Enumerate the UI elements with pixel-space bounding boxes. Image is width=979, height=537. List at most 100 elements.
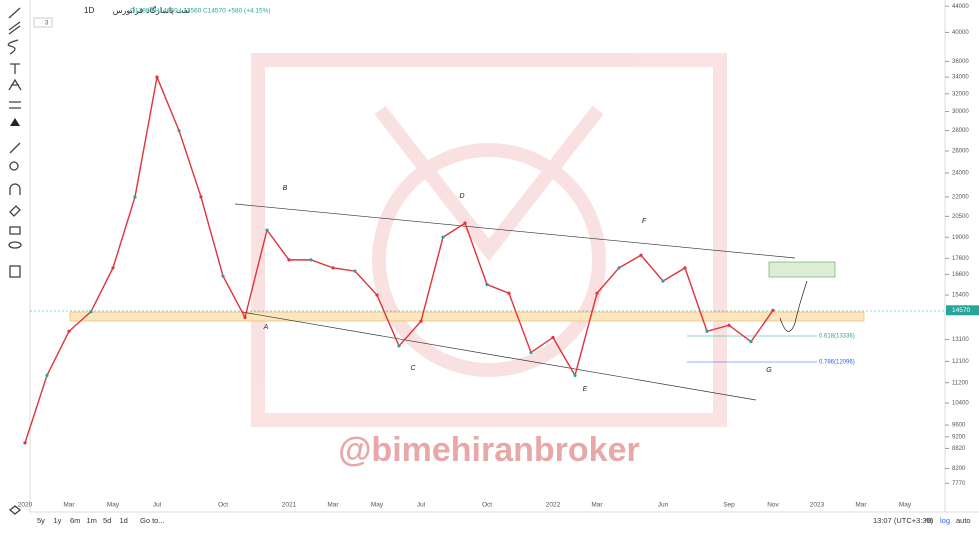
wave-label: C xyxy=(410,365,416,372)
y-tick-label: 24000 xyxy=(952,171,969,177)
y-tick-label: 44000 xyxy=(952,4,969,10)
x-tick-label: 2022 xyxy=(546,502,561,509)
interval[interactable]: 1D xyxy=(84,6,94,15)
x-tick-label: May xyxy=(371,502,384,509)
price-point xyxy=(375,293,379,297)
price-point xyxy=(397,344,401,348)
x-tick-label: Jul xyxy=(417,502,426,509)
y-tick-label: 11200 xyxy=(952,380,969,386)
price-point xyxy=(771,308,775,312)
price-point xyxy=(639,253,643,257)
price-point xyxy=(683,266,687,270)
price-point xyxy=(45,373,49,378)
clock: 13:07 (UTC+3:30) xyxy=(873,516,934,525)
price-point xyxy=(89,310,93,314)
indicators-toggle[interactable] xyxy=(33,17,53,28)
price-point xyxy=(353,269,357,273)
y-tick-label: 16600 xyxy=(952,272,969,278)
toolbar[interactable] xyxy=(7,0,31,515)
x-tick-label: Jun xyxy=(658,502,669,509)
last-price-label: 14570 xyxy=(952,307,970,314)
wave-label: G xyxy=(766,367,772,374)
support-zone xyxy=(69,311,865,322)
y-tick-label: 22000 xyxy=(952,194,969,200)
wave-label: F xyxy=(642,218,647,225)
target-box xyxy=(768,261,836,278)
y-tick-label: 20500 xyxy=(952,214,969,220)
y-tick-label: 40000 xyxy=(952,30,969,36)
range-button[interactable]: 5y xyxy=(37,516,45,525)
y-tick-label: 26000 xyxy=(952,149,969,155)
log-toggle[interactable]: log xyxy=(940,516,950,525)
y-tick-label: 32000 xyxy=(952,91,969,97)
x-tick-label: Mar xyxy=(327,502,339,509)
price-point xyxy=(309,258,313,262)
trendline xyxy=(234,203,796,259)
price-point xyxy=(243,315,247,319)
price-point xyxy=(749,340,753,344)
auto-toggle[interactable]: auto xyxy=(956,516,971,525)
price-point xyxy=(155,75,159,79)
y-tick-label: 8820 xyxy=(952,446,966,452)
price-point xyxy=(463,221,467,225)
x-tick-label: 2023 xyxy=(810,502,825,509)
percent-toggle[interactable]: % xyxy=(926,516,933,525)
x-tick-label: May xyxy=(107,502,120,509)
x-tick-label: Sep xyxy=(723,502,735,509)
y-tick-label: 9600 xyxy=(952,423,966,429)
y-tick-label: 10400 xyxy=(952,401,969,407)
last-price-badge xyxy=(946,305,979,316)
x-tick-label: 2021 xyxy=(282,502,297,509)
range-button[interactable]: 5d xyxy=(103,516,111,525)
y-tick-label: 34000 xyxy=(952,75,969,81)
range-button[interactable]: 1d xyxy=(120,516,128,525)
x-tick-label: Nov xyxy=(767,502,779,509)
price-point xyxy=(441,235,445,239)
y-tick-label: 36000 xyxy=(952,59,969,65)
x-tick-label: Jul xyxy=(153,502,162,509)
price-point xyxy=(287,258,291,262)
wave-label: D xyxy=(459,193,464,200)
x-tick-label: Oct xyxy=(218,502,228,509)
y-tick-label: 17600 xyxy=(952,256,969,262)
price-point xyxy=(661,279,665,283)
indicator-count: 3 xyxy=(45,21,49,27)
price-point xyxy=(67,329,71,333)
x-tick-label: Mar xyxy=(855,502,867,509)
y-tick-label: 13100 xyxy=(952,337,969,343)
trendline xyxy=(241,311,757,401)
y-tick-label: 8200 xyxy=(952,466,966,472)
x-tick-label: Mar xyxy=(591,502,603,509)
wave-label: E xyxy=(583,386,588,393)
y-tick-label: 19000 xyxy=(952,235,969,241)
x-tick-label: 2020 xyxy=(18,502,33,509)
y-tick-label: 12100 xyxy=(952,359,969,365)
x-tick-label: May xyxy=(899,502,912,509)
y-tick-label: 28000 xyxy=(952,128,969,134)
y-tick-label: 15400 xyxy=(952,293,969,299)
y-tick-label: 9200 xyxy=(952,434,966,440)
price-point xyxy=(595,291,599,295)
fib-label: 0.786(12096) xyxy=(819,360,855,366)
price-point xyxy=(727,323,731,327)
price-point xyxy=(23,441,27,445)
ohlc: O13980 H14660 L13560 C14570 +580 (+4.15%… xyxy=(130,8,271,15)
price-point xyxy=(221,274,225,278)
y-tick-label: 30000 xyxy=(952,109,969,115)
price-point xyxy=(617,266,621,270)
wave-label: B xyxy=(283,185,288,192)
price-point xyxy=(551,335,555,340)
x-tick-label: Oct xyxy=(482,502,492,509)
range-button[interactable]: 1y xyxy=(54,516,62,525)
range-button[interactable]: 1m xyxy=(87,516,97,525)
goto[interactable]: Go to... xyxy=(140,516,165,525)
wave-label: A xyxy=(263,324,269,331)
range-button[interactable]: 6m xyxy=(70,516,80,525)
exchange: فرابورس xyxy=(113,6,144,15)
x-tick-label: Mar xyxy=(63,502,75,509)
fib-label: 0.618(13336) xyxy=(819,334,855,340)
price-point xyxy=(573,373,577,378)
price-point xyxy=(265,228,269,232)
price-point xyxy=(419,319,423,323)
y-tick-label: 7770 xyxy=(952,481,966,487)
